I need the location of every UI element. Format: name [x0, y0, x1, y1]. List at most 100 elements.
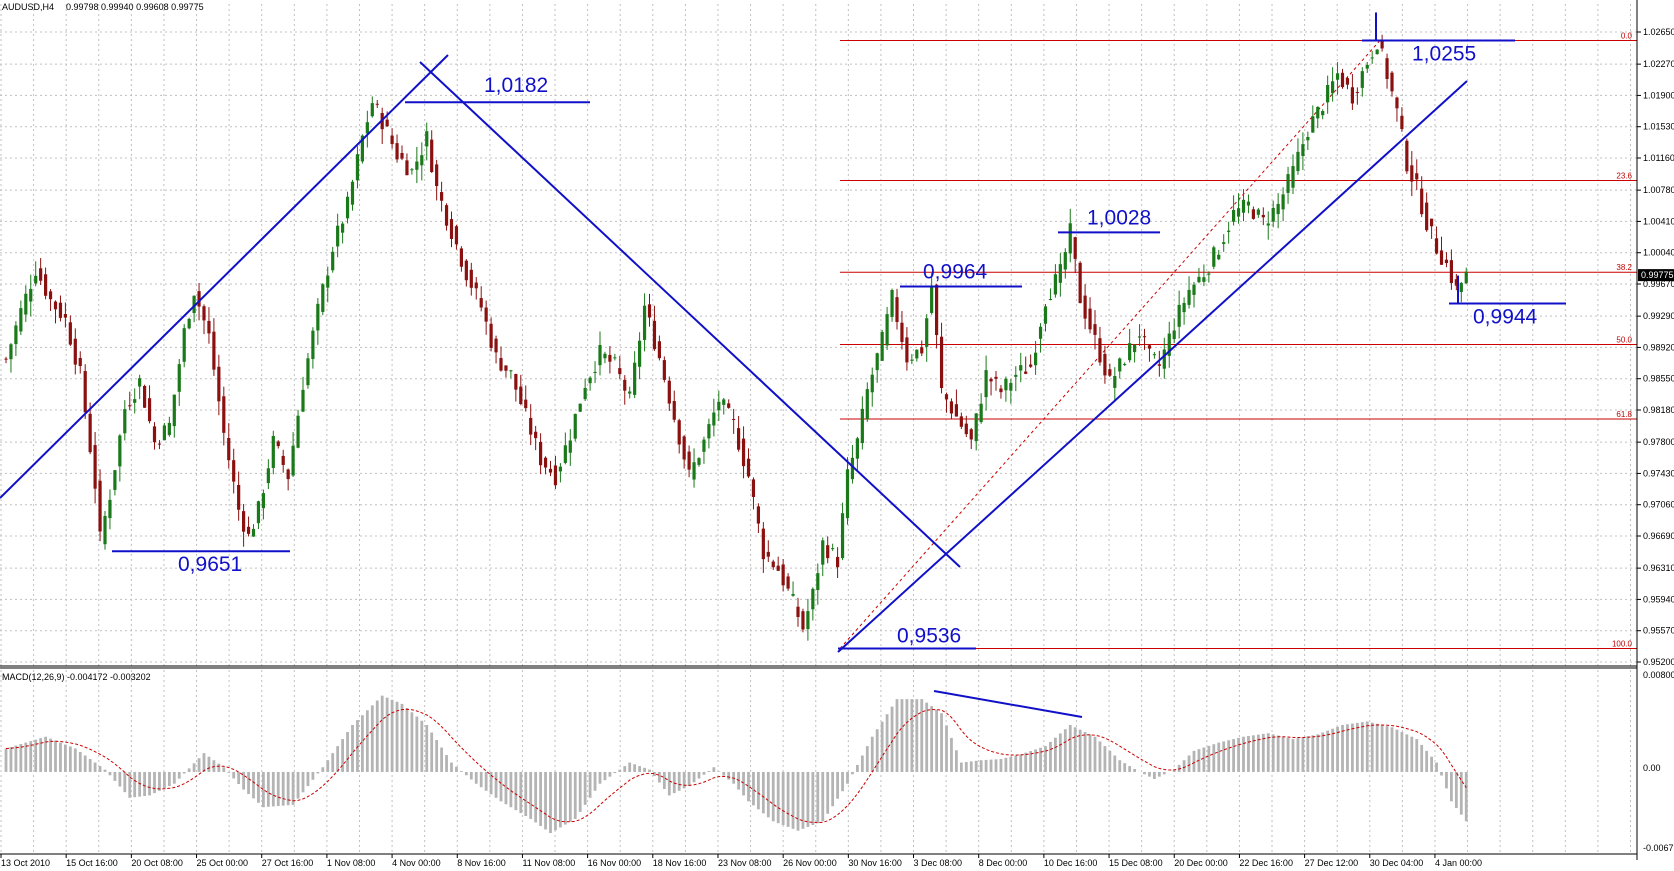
candle-body [796, 606, 800, 617]
candle-body [652, 320, 657, 350]
candle-body [1147, 345, 1152, 349]
price-annotation: 1,0255 [1412, 42, 1476, 65]
candle-body [1019, 365, 1023, 371]
fib-level-label: 38.2 [1616, 263, 1632, 272]
candle-body [237, 484, 241, 510]
candle-body [935, 284, 939, 336]
candle-body [1113, 375, 1117, 388]
y-tick-label: 1.02650 [1643, 27, 1674, 37]
fib-level-label: 61.8 [1616, 410, 1632, 419]
candle-body [1281, 194, 1285, 210]
candle-body [1222, 242, 1226, 245]
candle-body [1177, 304, 1181, 327]
candle-body [979, 403, 983, 423]
candle-body [256, 501, 261, 524]
ohlc-readout: 0.99798 0.99940 0.99608 0.99775 [66, 2, 204, 12]
candle-body [449, 219, 454, 239]
x-tick-label: 30 Nov 16:00 [848, 858, 902, 868]
candle-body [143, 385, 147, 408]
candle-body [657, 341, 661, 359]
candle-body [128, 405, 132, 407]
candle-body [326, 275, 330, 288]
candle-body [860, 408, 864, 444]
candle-body [722, 399, 726, 405]
candle-body [1326, 84, 1330, 103]
candle-body [1187, 289, 1191, 305]
candle-body [44, 274, 48, 296]
candle-body [781, 564, 785, 586]
candle-body [524, 399, 528, 409]
candle-body [1004, 378, 1008, 391]
candle-body [222, 396, 226, 433]
candle-body [306, 358, 310, 386]
candle-body [578, 403, 582, 412]
x-tick-label: 26 Nov 00:00 [783, 858, 837, 868]
candle-body [1246, 201, 1251, 206]
x-tick-label: 11 Nov 08:00 [522, 858, 575, 868]
candle-body [1137, 336, 1142, 338]
candle-body [870, 374, 874, 393]
candle-body [697, 458, 701, 465]
candle-body [24, 293, 28, 315]
candle-body [321, 284, 325, 312]
candle-body [1133, 344, 1137, 353]
candle-body [885, 314, 889, 346]
candle-body [88, 413, 92, 453]
candle-body [1355, 92, 1359, 94]
candle-body [1286, 174, 1290, 193]
candle-body [9, 344, 13, 360]
candle-body [890, 290, 894, 317]
y-tick-label: 0.95200 [1643, 657, 1674, 667]
candle-body [1380, 40, 1384, 49]
candle-body [1375, 49, 1379, 55]
candle-body [454, 226, 459, 245]
candle-body [1014, 374, 1018, 377]
candle-body [984, 370, 988, 398]
candle-body [1172, 330, 1176, 340]
candle-body [133, 399, 137, 403]
candle-body [509, 370, 513, 372]
candle-body [1053, 274, 1057, 295]
trendline-uptrend-2 [837, 80, 1468, 653]
candle-body [1405, 140, 1409, 172]
candle-body [682, 436, 686, 460]
candle-body [162, 425, 166, 441]
candle-body [1088, 308, 1092, 330]
candle-body [1449, 260, 1453, 284]
candle-body [1236, 208, 1241, 217]
price-annotation: 1,0182 [484, 74, 548, 97]
candle-body [766, 551, 770, 557]
candle-body [1063, 252, 1067, 270]
candle-body [182, 328, 186, 362]
candle-body [1464, 271, 1468, 284]
candle-body [628, 391, 632, 394]
candle-body [1444, 259, 1449, 264]
price-annotation: 0,9964 [923, 261, 988, 284]
candle-body [1098, 338, 1102, 363]
candle-body [177, 364, 181, 392]
candle-body [811, 588, 815, 610]
price-annotation: 0,9536 [897, 624, 961, 647]
x-tick-label: 20 Oct 08:00 [131, 858, 183, 868]
candle-body [895, 297, 899, 323]
fib-level-label: 100.0 [1612, 639, 1633, 648]
candle-body [227, 437, 231, 461]
candle-body [543, 457, 548, 468]
y-tick-label: 1.00410 [1643, 216, 1674, 226]
y-tick-label: 0.98550 [1643, 374, 1674, 384]
candle-body [1217, 254, 1221, 260]
candle-body [48, 291, 53, 300]
candle-body [1296, 151, 1300, 172]
x-tick-label: 30 Dec 04:00 [1370, 858, 1424, 868]
grid [0, 4, 1637, 854]
candle-body [103, 515, 107, 545]
candle-body [662, 360, 666, 380]
candle-body [53, 301, 58, 310]
x-tick-label: 3 Dec 08:00 [914, 858, 963, 868]
candle-body [588, 377, 592, 384]
candle-body [108, 499, 112, 519]
y-tick-label: 0.95940 [1643, 594, 1674, 604]
candle-body [1425, 202, 1429, 231]
candle-body [390, 135, 394, 145]
candle-body [296, 415, 300, 448]
